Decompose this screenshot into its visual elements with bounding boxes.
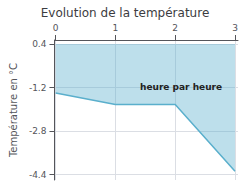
svg-text:1: 1 bbox=[113, 23, 119, 33]
svg-text:-4.4: -4.4 bbox=[29, 170, 47, 180]
svg-text:Température en °C: Température en °C bbox=[8, 63, 19, 158]
svg-text:0: 0 bbox=[53, 23, 59, 33]
svg-text:Evolution de la température: Evolution de la température bbox=[41, 6, 210, 20]
svg-text:-1.2: -1.2 bbox=[29, 83, 47, 93]
svg-text:heure par heure: heure par heure bbox=[140, 82, 222, 92]
svg-text:2: 2 bbox=[172, 23, 178, 33]
svg-text:3: 3 bbox=[232, 23, 238, 33]
svg-text:-2.8: -2.8 bbox=[29, 126, 47, 136]
svg-text:0.4: 0.4 bbox=[32, 39, 47, 49]
